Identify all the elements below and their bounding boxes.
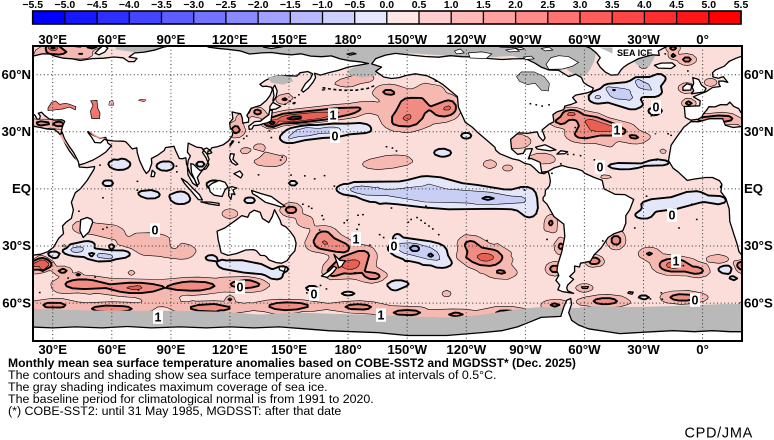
svg-text:180°: 180° bbox=[334, 342, 361, 357]
svg-text:3.0: 3.0 bbox=[573, 0, 588, 11]
svg-text:30°W: 30°W bbox=[627, 32, 660, 47]
svg-text:−4.0: −4.0 bbox=[119, 0, 140, 11]
svg-text:30°W: 30°W bbox=[627, 342, 660, 357]
svg-text:0: 0 bbox=[669, 209, 676, 223]
svg-text:1: 1 bbox=[673, 255, 680, 269]
svg-text:1: 1 bbox=[330, 109, 337, 123]
svg-text:−0.5: −0.5 bbox=[344, 0, 365, 11]
svg-text:0: 0 bbox=[692, 294, 699, 308]
svg-text:−2.5: −2.5 bbox=[216, 0, 237, 11]
svg-text:90°W: 90°W bbox=[509, 342, 542, 357]
svg-text:60°N: 60°N bbox=[2, 67, 31, 82]
svg-text:150°E: 150°E bbox=[271, 342, 307, 357]
svg-text:0.5: 0.5 bbox=[412, 0, 427, 11]
svg-text:0: 0 bbox=[597, 161, 604, 175]
svg-text:150°W: 150°W bbox=[387, 32, 427, 47]
svg-text:4.0: 4.0 bbox=[637, 0, 652, 11]
svg-text:EQ: EQ bbox=[12, 181, 31, 196]
svg-text:60°E: 60°E bbox=[97, 32, 126, 47]
svg-text:30°N: 30°N bbox=[2, 124, 31, 139]
svg-text:5.5: 5.5 bbox=[734, 0, 749, 11]
svg-text:180°: 180° bbox=[334, 32, 361, 47]
svg-text:1: 1 bbox=[155, 311, 162, 325]
svg-text:1: 1 bbox=[614, 124, 621, 138]
svg-text:120°E: 120°E bbox=[212, 32, 248, 47]
svg-text:0.0: 0.0 bbox=[379, 0, 394, 11]
svg-text:30°E: 30°E bbox=[38, 342, 67, 357]
svg-text:60°S: 60°S bbox=[744, 295, 773, 310]
svg-text:30°S: 30°S bbox=[2, 238, 31, 253]
svg-text:−1.5: −1.5 bbox=[280, 0, 301, 11]
svg-text:2.0: 2.0 bbox=[508, 0, 523, 11]
svg-text:4.5: 4.5 bbox=[669, 0, 684, 11]
svg-text:0: 0 bbox=[332, 130, 339, 144]
svg-text:60°N: 60°N bbox=[744, 67, 773, 82]
svg-text:90°E: 90°E bbox=[157, 342, 186, 357]
svg-text:90°E: 90°E bbox=[157, 32, 186, 47]
svg-text:−2.0: −2.0 bbox=[248, 0, 269, 11]
svg-text:90°W: 90°W bbox=[509, 32, 542, 47]
svg-text:1.0: 1.0 bbox=[444, 0, 459, 11]
svg-text:−5.5: −5.5 bbox=[22, 0, 43, 11]
svg-text:EQ: EQ bbox=[744, 181, 763, 196]
svg-text:0: 0 bbox=[237, 281, 244, 295]
svg-text:5.0: 5.0 bbox=[701, 0, 716, 11]
svg-text:3.5: 3.5 bbox=[605, 0, 620, 11]
svg-text:0: 0 bbox=[391, 240, 398, 254]
svg-text:2.5: 2.5 bbox=[540, 0, 555, 11]
svg-text:30°S: 30°S bbox=[744, 238, 773, 253]
svg-text:−3.0: −3.0 bbox=[183, 0, 204, 11]
svg-text:1.5: 1.5 bbox=[476, 0, 491, 11]
svg-text:CPD/JMA: CPD/JMA bbox=[684, 426, 753, 440]
svg-text:120°W: 120°W bbox=[446, 342, 486, 357]
svg-text:1: 1 bbox=[353, 233, 360, 247]
svg-text:60°S: 60°S bbox=[2, 295, 31, 310]
svg-text:60°W: 60°W bbox=[568, 32, 601, 47]
svg-text:0: 0 bbox=[311, 288, 318, 302]
svg-text:−3.5: −3.5 bbox=[151, 0, 172, 11]
svg-text:−1.0: −1.0 bbox=[312, 0, 333, 11]
svg-text:0°: 0° bbox=[696, 342, 709, 357]
svg-text:SEA ICE: SEA ICE bbox=[617, 48, 653, 58]
svg-text:60°E: 60°E bbox=[97, 342, 126, 357]
svg-text:60°W: 60°W bbox=[568, 342, 601, 357]
svg-text:0: 0 bbox=[152, 224, 159, 238]
svg-text:0: 0 bbox=[653, 101, 660, 115]
svg-text:−4.5: −4.5 bbox=[87, 0, 108, 11]
svg-text:30°E: 30°E bbox=[38, 32, 67, 47]
svg-text:150°W: 150°W bbox=[387, 342, 427, 357]
svg-text:0°: 0° bbox=[696, 32, 709, 47]
svg-text:150°E: 150°E bbox=[271, 32, 307, 47]
svg-text:30°N: 30°N bbox=[744, 124, 773, 139]
svg-text:120°E: 120°E bbox=[212, 342, 248, 357]
svg-text:120°W: 120°W bbox=[446, 32, 486, 47]
svg-text:−5.0: −5.0 bbox=[55, 0, 76, 11]
svg-text:1: 1 bbox=[378, 309, 385, 323]
